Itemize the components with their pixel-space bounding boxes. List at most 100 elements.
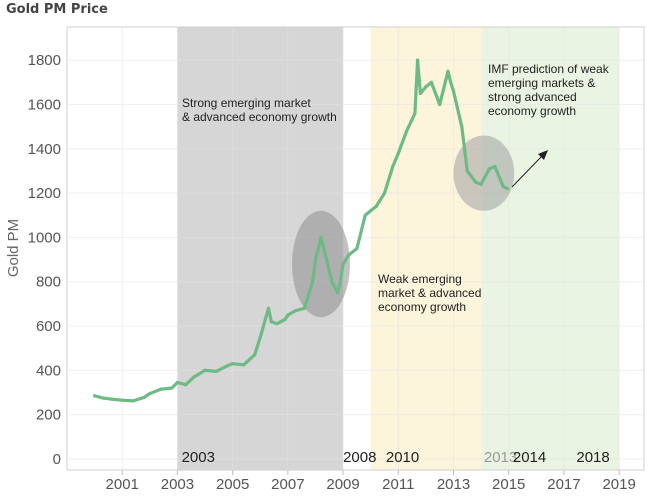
data-point <box>374 204 378 209</box>
data-point <box>449 80 453 84</box>
y-tick-label-1800: 1800 <box>28 52 61 69</box>
shaded-period-1 <box>370 27 482 470</box>
data-point <box>319 235 323 240</box>
data-point <box>413 111 417 115</box>
data-point <box>438 102 442 107</box>
data-point <box>109 397 113 401</box>
annotation-line: economy growth <box>378 300 466 314</box>
gridlines <box>67 27 644 475</box>
data-point <box>335 291 340 295</box>
data-point <box>465 169 469 173</box>
annotation-line: emerging markets & <box>488 76 595 90</box>
annotation-0: Strong emerging market & advanced economy… <box>182 96 337 124</box>
annotations: Strong emerging market & advanced economy… <box>182 62 610 314</box>
data-point <box>148 391 152 396</box>
x-tick-label-2019: 2019 <box>602 476 635 493</box>
data-point <box>493 164 497 169</box>
annotation-line: Weak emerging <box>378 272 462 286</box>
data-point <box>363 213 367 217</box>
data-point <box>460 125 464 129</box>
era-label-3: 2013 <box>484 449 517 466</box>
x-tick-label-2015: 2015 <box>492 476 525 493</box>
data-point <box>120 398 124 402</box>
arrow-head <box>538 150 548 160</box>
data-point <box>330 280 334 284</box>
data-point <box>203 368 207 372</box>
data-point <box>266 306 271 310</box>
shaded-period-2 <box>481 27 620 470</box>
data-point <box>341 262 345 266</box>
era-label-4: 2014 <box>513 449 546 466</box>
data-point <box>369 209 373 213</box>
data-point <box>424 85 428 89</box>
x-tick-label-2009: 2009 <box>326 476 359 493</box>
tick-labels: 0 200 400 600 800 1000 1200 1400 1600 1800 2001 200… <box>28 52 636 493</box>
data-point <box>505 187 509 191</box>
data-point <box>159 387 163 391</box>
highlight-ellipse-1 <box>453 135 515 211</box>
highlight-ellipse-0 <box>292 210 350 318</box>
data-point <box>214 369 218 374</box>
data-point <box>451 89 456 93</box>
y-tick-label-0: 0 <box>53 451 61 468</box>
data-point <box>286 313 290 317</box>
data-point <box>382 191 387 195</box>
y-tick-label-600: 600 <box>36 318 61 335</box>
data-point <box>324 257 329 262</box>
data-point <box>446 69 450 73</box>
annotation-line: economy growth <box>488 104 576 118</box>
data-point <box>142 395 146 399</box>
annotation-line: & advanced economy growth <box>182 110 337 124</box>
y-tick-label-800: 800 <box>36 274 61 291</box>
y-axis-title: Gold PM <box>5 219 22 277</box>
annotation-2: IMF prediction of weak emerging markets &… <box>488 62 610 118</box>
data-point <box>416 58 420 62</box>
data-point <box>311 280 315 284</box>
data-point <box>170 386 174 390</box>
data-point <box>313 257 318 262</box>
era-label-2: 2010 <box>386 449 419 466</box>
x-tick-label-2001: 2001 <box>106 476 139 493</box>
era-label-5: 2018 <box>576 449 609 466</box>
y-tick-label-1200: 1200 <box>28 185 61 202</box>
data-point <box>302 306 307 310</box>
data-point <box>93 394 97 398</box>
data-point <box>175 380 180 385</box>
y-tick-label-400: 400 <box>36 362 61 379</box>
annotation-1: Weak emerging market & advanced economy gr… <box>378 272 481 314</box>
x-tick-label-2017: 2017 <box>547 476 580 493</box>
x-tick-label-2007: 2007 <box>271 476 304 493</box>
annotation-line: strong advanced <box>488 90 577 104</box>
data-point <box>192 375 196 379</box>
data-point <box>338 280 342 284</box>
annotation-line: IMF prediction of weak <box>488 62 610 76</box>
plot-border <box>66 26 645 471</box>
data-point <box>275 322 279 326</box>
data-point <box>269 319 273 324</box>
data-point <box>231 362 235 366</box>
data-point <box>294 308 298 313</box>
data-point <box>396 151 400 155</box>
x-tick-label-2013: 2013 <box>437 476 470 493</box>
data-point <box>101 396 105 400</box>
data-point <box>429 80 434 84</box>
annotation-line: market & advanced <box>378 286 481 300</box>
arrow-line <box>511 155 543 188</box>
series <box>92 58 509 403</box>
data-point <box>391 164 395 169</box>
data-point <box>473 180 478 184</box>
data-point <box>258 335 262 339</box>
data-point <box>346 253 351 257</box>
prediction-arrow <box>511 150 548 188</box>
data-point <box>253 353 257 357</box>
data-point <box>184 383 188 387</box>
y-tick-label-1400: 1400 <box>28 141 61 158</box>
x-tick-label-2005: 2005 <box>216 476 249 493</box>
data-point <box>242 363 246 367</box>
data-point <box>487 167 491 171</box>
y-tick-label-200: 200 <box>36 407 61 424</box>
era-label-1: 2008 <box>343 449 376 466</box>
annotation-line: Strong emerging market <box>182 96 311 110</box>
